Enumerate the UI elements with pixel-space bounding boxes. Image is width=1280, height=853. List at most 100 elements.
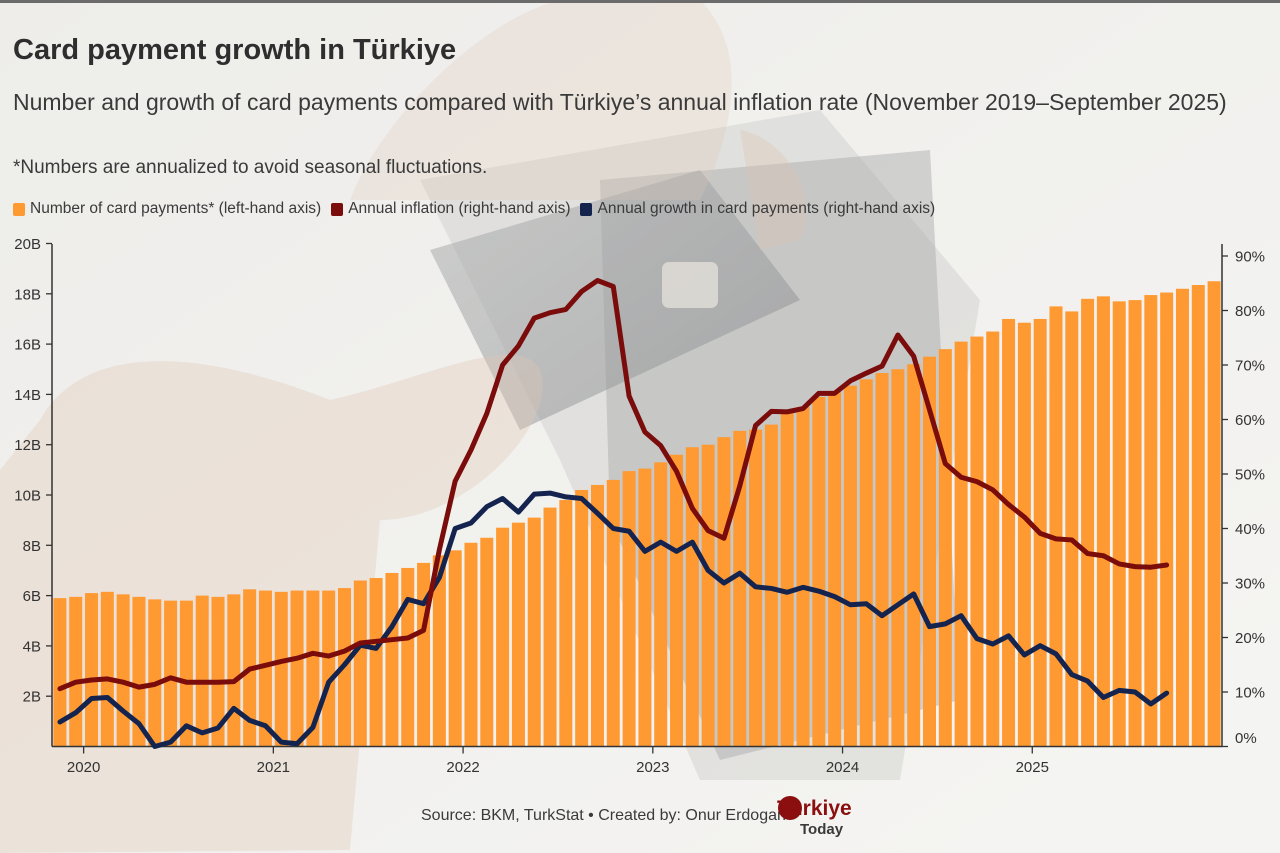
chart-legend: Number of card payments* (left-hand axis… <box>13 200 945 218</box>
bar <box>448 550 462 747</box>
bar <box>843 385 857 747</box>
bar <box>1065 311 1079 747</box>
bar <box>195 595 209 747</box>
bar <box>922 356 936 747</box>
bar <box>116 594 130 747</box>
bar <box>907 364 921 747</box>
bar <box>1128 300 1142 747</box>
x-axis-tick-label: 2021 <box>257 759 290 776</box>
right-axis-tick-label: 50% <box>1235 467 1265 484</box>
right-axis-tick-label: 10% <box>1235 685 1265 702</box>
left-axis-tick-label: 16B <box>14 337 41 354</box>
bar <box>1112 301 1126 747</box>
bar <box>764 424 778 747</box>
bar <box>685 447 699 747</box>
bar <box>575 489 589 747</box>
legend-label-card-payments: Number of card payments* (left-hand axis… <box>30 200 322 217</box>
left-axis-tick-label: 10B <box>14 488 41 505</box>
left-axis-tick-label: 18B <box>14 286 41 303</box>
bar <box>480 537 494 747</box>
x-axis-tick-label: 2022 <box>446 759 479 776</box>
left-axis-tick-label: 14B <box>14 387 41 404</box>
bar <box>1191 285 1205 747</box>
bar <box>401 567 415 747</box>
left-axis-tick-label: 8B <box>23 538 41 555</box>
bar <box>1160 292 1174 747</box>
bar <box>954 341 968 747</box>
bar <box>385 572 399 747</box>
right-axis-tick-label: 30% <box>1235 576 1265 593</box>
bar <box>875 373 889 747</box>
bar <box>417 562 431 747</box>
bar <box>1207 281 1221 747</box>
x-axis-tick-label: 2023 <box>636 759 669 776</box>
right-axis-tick-label: 70% <box>1235 358 1265 375</box>
bar <box>1096 296 1110 747</box>
left-axis-tick-label: 4B <box>23 638 41 655</box>
left-axis-tick-label: 12B <box>14 437 41 454</box>
bar <box>211 596 225 747</box>
right-axis-tick-label: 60% <box>1235 412 1265 429</box>
source-credit: Source: BKM, TurkStat • Created by: Onur… <box>421 807 786 824</box>
bar <box>274 591 288 747</box>
bar <box>53 598 67 747</box>
bar <box>132 596 146 747</box>
bar <box>796 406 810 747</box>
svg-text:Türkiye: Türkiye <box>777 797 852 820</box>
bar <box>353 580 367 747</box>
line-series-card-growth <box>57 490 1170 749</box>
bar <box>559 500 573 747</box>
legend-swatch-growth <box>580 202 593 216</box>
legend-item-card-payments: Number of card payments* (left-hand axis… <box>13 200 321 218</box>
chart-note: *Numbers are annualized to avoid seasona… <box>13 157 488 178</box>
left-axis-tick-label: 6B <box>23 588 41 605</box>
bar <box>496 527 510 747</box>
bar <box>780 409 794 747</box>
bar <box>100 591 114 747</box>
bar <box>1049 306 1063 747</box>
legend-label-inflation: Annual inflation (right-hand axis) <box>348 200 571 217</box>
chart-title: Card payment growth in Türkiye <box>13 34 457 66</box>
bar <box>606 479 620 747</box>
top-border <box>0 0 1280 3</box>
bar <box>891 369 905 747</box>
line-series-group <box>57 278 1170 749</box>
bar <box>369 578 383 747</box>
bar <box>322 590 336 747</box>
bar <box>432 555 446 747</box>
turkiye-today-logo: Türkiye Today <box>776 793 866 844</box>
bar <box>227 594 241 747</box>
bar <box>148 599 162 747</box>
x-axis-tick-label: 2024 <box>826 759 859 776</box>
x-axis-tick-label: 2025 <box>1016 759 1049 776</box>
right-axis-tick-label: 40% <box>1235 521 1265 538</box>
bar <box>670 454 684 747</box>
bar <box>859 379 873 747</box>
chart-axes: 2B 4B 6B 8B 10B 12B 14B 16B 18B 20B 0% 10% 20% 30% 40%… <box>14 236 1265 776</box>
bar <box>464 542 478 747</box>
bar <box>164 600 178 747</box>
bar <box>701 444 715 747</box>
bar <box>69 596 83 747</box>
bar <box>654 462 668 747</box>
right-axis-tick-label: 90% <box>1235 249 1265 266</box>
bar <box>306 590 320 747</box>
bar <box>986 331 1000 747</box>
bar <box>85 593 99 747</box>
legend-swatch-inflation <box>331 202 344 216</box>
bar <box>717 437 731 747</box>
bar <box>590 484 604 747</box>
bar <box>290 590 304 747</box>
bar <box>938 349 952 747</box>
bar <box>258 590 272 747</box>
legend-item-growth: Annual growth in card payments (right-ha… <box>580 200 935 218</box>
line-series-inflation <box>57 278 1170 692</box>
right-axis-tick-label: 80% <box>1235 303 1265 320</box>
bar <box>622 471 636 747</box>
right-axis-tick-label: 0% <box>1235 730 1257 747</box>
bar-series-card-payments <box>53 281 1221 747</box>
bar <box>527 517 541 747</box>
bar <box>970 336 984 747</box>
bar <box>828 391 842 747</box>
